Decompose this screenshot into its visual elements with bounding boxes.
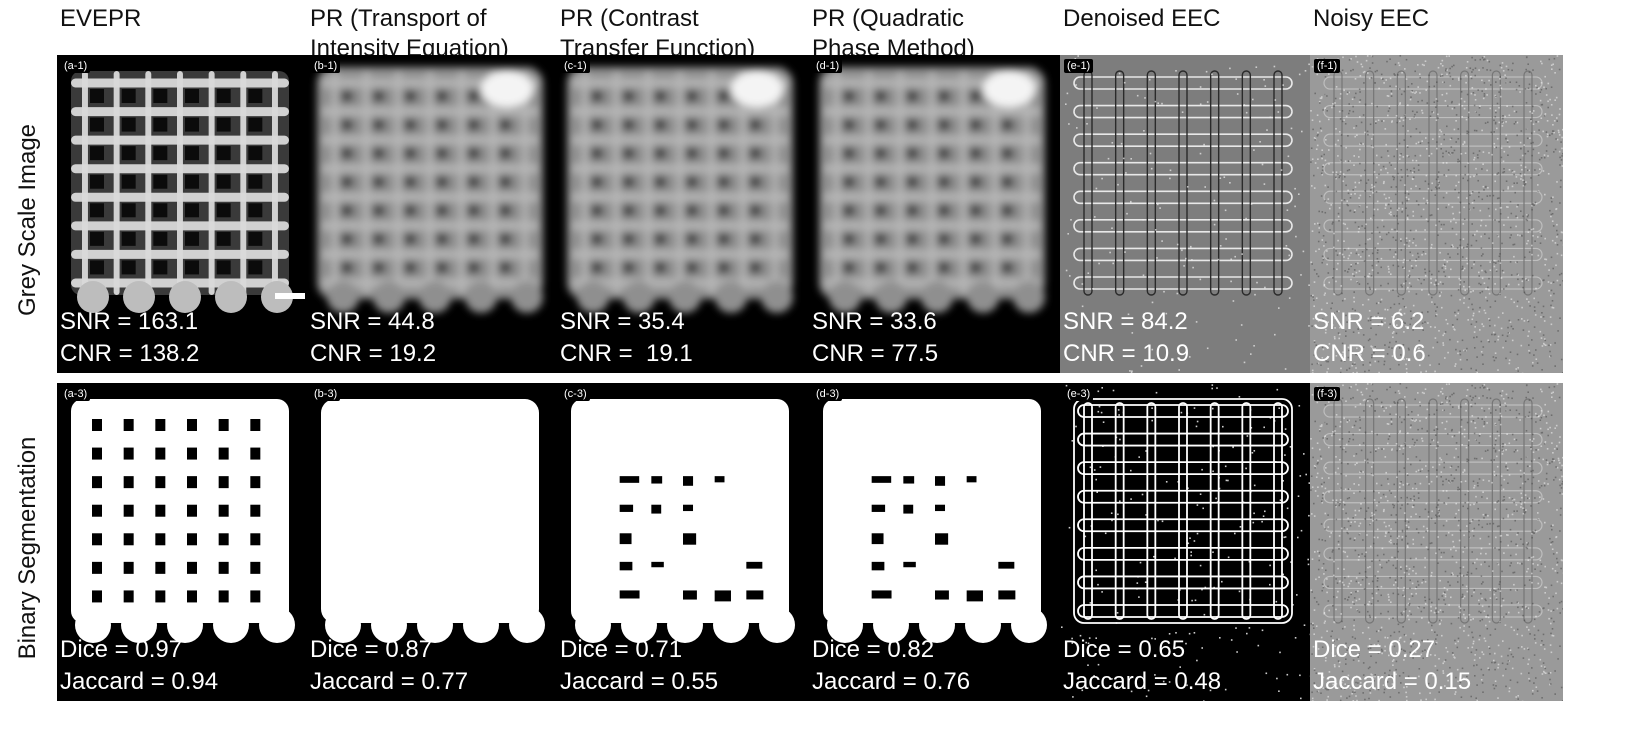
- binary-panel-d3: (d-3) Dice = 0.82 Jaccard = 0.76: [809, 383, 1062, 701]
- grey-image-e1: [1060, 55, 1313, 373]
- cnr-value: CNR = 0.6: [1313, 340, 1426, 367]
- snr-value: SNR = 35.4: [560, 308, 685, 335]
- row-label-binary-segmentation: Binary Segmentation: [14, 436, 41, 660]
- dice-value: Dice = 0.65: [1063, 636, 1186, 663]
- snr-value: SNR = 6.2: [1313, 308, 1425, 335]
- binary-panel-c3: (c-3) Dice = 0.71 Jaccard = 0.55: [557, 383, 810, 701]
- column-title-denoised-eec: Denoised EEC: [1063, 5, 1221, 32]
- grey-image-a1: [57, 55, 310, 373]
- jaccard-value: Jaccard = 0.55: [560, 668, 719, 695]
- binary-panel-b3: (b-3) Dice = 0.87 Jaccard = 0.77: [307, 383, 560, 701]
- snr-value: SNR = 33.6: [812, 308, 937, 335]
- column-title-noisy-eec: Noisy EEC: [1313, 5, 1430, 32]
- snr-value: SNR = 44.8: [310, 308, 435, 335]
- grey-panel-b1: (b-1) SNR = 44.8 CNR = 19.2: [307, 55, 560, 373]
- grey-panel-c1: (c-1) SNR = 35.4 CNR = 19.1: [557, 55, 810, 373]
- panel-label: (c-3): [561, 387, 590, 401]
- grey-image-c1: [557, 55, 810, 373]
- jaccard-value: Jaccard = 0.94: [60, 668, 219, 695]
- panel-label: (c-1): [561, 59, 590, 73]
- panel-label: (d-3): [813, 387, 843, 401]
- binary-image-b3: [307, 383, 560, 701]
- grey-image-d1: [809, 55, 1062, 373]
- grey-panel-e1: (e-1) SNR = 84.2 CNR = 10.9: [1060, 55, 1313, 373]
- row-label-grey-scale: Grey Scale Image: [14, 123, 41, 317]
- grey-image-b1: [307, 55, 560, 373]
- grey-panel-f1: (f-1) SNR = 6.2 CNR = 0.6: [1310, 55, 1563, 373]
- dice-value: Dice = 0.82: [812, 636, 935, 663]
- panel-label: (e-3): [1064, 387, 1094, 401]
- jaccard-value: Jaccard = 0.48: [1063, 668, 1222, 695]
- dice-value: Dice = 0.87: [310, 636, 433, 663]
- cnr-value: CNR = 138.2: [60, 340, 200, 367]
- scale-bar: [275, 293, 305, 299]
- cnr-value: CNR = 10.9: [1063, 340, 1190, 367]
- column-title-evepr: EVEPR: [60, 5, 142, 32]
- panel-label: (b-1): [311, 59, 341, 73]
- panel-label: (a-3): [61, 387, 91, 401]
- snr-value: SNR = 84.2: [1063, 308, 1188, 335]
- binary-image-c3: [557, 383, 810, 701]
- jaccard-value: Jaccard = 0.77: [310, 668, 469, 695]
- grey-panel-d1: (d-1) SNR = 33.6 CNR = 77.5: [809, 55, 1062, 373]
- snr-value: SNR = 163.1: [60, 308, 199, 335]
- jaccard-value: Jaccard = 0.76: [812, 668, 971, 695]
- grey-panel-a1: (a-1) SNR = 163.1 CNR = 138.2: [57, 55, 310, 373]
- panel-label: (a-1): [61, 59, 91, 73]
- binary-image-f3: [1310, 383, 1563, 701]
- binary-image-d3: [809, 383, 1062, 701]
- cnr-value: CNR = 19.2: [310, 340, 437, 367]
- panel-label: (f-3): [1314, 387, 1341, 401]
- dice-value: Dice = 0.97: [60, 636, 183, 663]
- jaccard-value: Jaccard = 0.15: [1313, 668, 1472, 695]
- dice-value: Dice = 0.27: [1313, 636, 1436, 663]
- binary-image-a3: [57, 383, 310, 701]
- binary-panel-a3: (a-3) Dice = 0.97 Jaccard = 0.94: [57, 383, 310, 701]
- binary-panel-f3: (f-3) Dice = 0.27 Jaccard = 0.15: [1310, 383, 1563, 701]
- panel-label: (f-1): [1314, 59, 1341, 73]
- panel-label: (e-1): [1064, 59, 1094, 73]
- cnr-value: CNR = 77.5: [812, 340, 939, 367]
- cnr-value: CNR = 19.1: [560, 340, 693, 367]
- panel-label: (b-3): [311, 387, 341, 401]
- binary-panel-e3: (e-3) Dice = 0.65 Jaccard = 0.48: [1060, 383, 1313, 701]
- grey-image-f1: [1310, 55, 1563, 373]
- panel-label: (d-1): [813, 59, 843, 73]
- dice-value: Dice = 0.71: [560, 636, 683, 663]
